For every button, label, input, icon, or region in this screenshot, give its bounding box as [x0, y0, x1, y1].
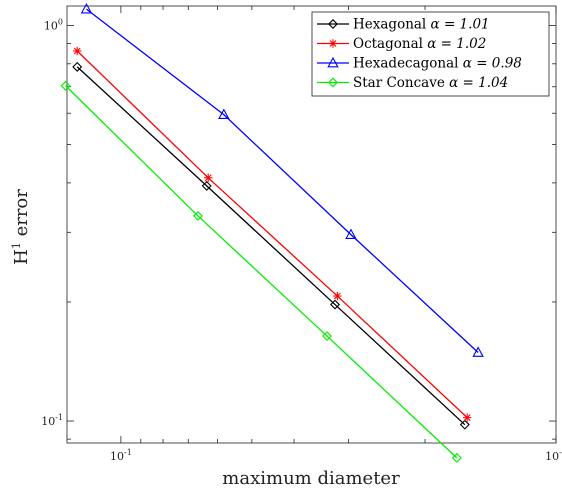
legend-entry: Hexagonal α = 1.01: [317, 17, 490, 33]
series-star-concave: [60, 80, 462, 463]
data-point: [218, 108, 230, 120]
asterisk-stroke: [204, 174, 212, 182]
tick-base: 10: [44, 19, 58, 32]
legend-alpha: α = 1.04: [449, 75, 508, 91]
data-point: [462, 413, 472, 422]
legend-label: Star Concave α = 1.04: [353, 75, 508, 91]
tick-base: 10: [545, 450, 559, 463]
data-point: [330, 299, 341, 310]
data-point: [80, 2, 93, 14]
tick-exponent: 0: [58, 17, 63, 26]
series-hexagonal: [72, 61, 470, 430]
legend-name: Star Concave: [353, 75, 449, 91]
data-point: [201, 180, 212, 191]
legend-entry: Star Concave α = 1.04: [317, 75, 508, 91]
y-tick-label: 10-1: [41, 413, 63, 428]
legend-alpha: α = 0.98: [463, 56, 522, 72]
asterisk-stroke: [329, 40, 337, 47]
legend-marker: [328, 39, 338, 48]
x-tick-label: 10-2: [545, 448, 562, 463]
asterisk-stroke: [463, 414, 471, 422]
tick-exponent: -2: [559, 448, 562, 457]
tick-base: 10: [41, 415, 55, 428]
data-point: [203, 173, 213, 183]
legend-entry: Octagonal α = 1.02: [317, 36, 486, 52]
data-point: [451, 452, 462, 463]
tick-base: 10: [110, 450, 124, 463]
asterisk-stroke: [333, 292, 341, 300]
ylabel-part: H: [11, 249, 32, 265]
legend-marker: [327, 56, 339, 68]
legend-label: Hexagonal α = 1.01: [353, 17, 490, 33]
asterisk-stroke: [73, 47, 81, 55]
series-line: [65, 85, 458, 459]
data-point: [322, 331, 332, 342]
legend-name: Hexadecagonal: [353, 56, 463, 72]
data-point: [60, 80, 71, 91]
y-axis-label: H1 error: [10, 189, 32, 265]
x-axis-label: maximum diameter: [222, 468, 400, 488]
legend-entry: Hexadecagonal α = 0.98: [317, 56, 522, 72]
series-octagonal: [73, 46, 472, 422]
legend-alpha: α = 1.02: [427, 36, 486, 52]
legend-marker: [328, 19, 338, 29]
series-line: [76, 66, 466, 426]
legend-box: [311, 11, 550, 97]
legend-label: Octagonal α = 1.02: [353, 36, 486, 52]
x-tick-label: 10-1: [110, 448, 132, 463]
series-hexadecagonal: [80, 2, 484, 357]
tick-exponent: -1: [55, 413, 63, 422]
legend-alpha: α = 1.01: [431, 17, 490, 33]
series-line: [86, 8, 479, 354]
ylabel-part: error: [11, 189, 32, 242]
legend-name: Octagonal: [353, 36, 427, 52]
ylabel-superscript: 1: [10, 242, 23, 249]
legend-name: Hexagonal: [353, 17, 431, 33]
data-point: [333, 291, 342, 301]
data-point: [345, 228, 357, 239]
legend-label: Hexadecagonal α = 0.98: [353, 56, 522, 72]
series-line: [76, 50, 468, 419]
data-point: [472, 346, 484, 357]
y-tick-label: 100: [44, 17, 63, 32]
data-point: [73, 46, 82, 56]
data-point: [72, 61, 83, 72]
legend-marker: [328, 77, 338, 88]
data-point: [193, 210, 203, 221]
tick-exponent: -1: [124, 448, 132, 457]
series-layer: [60, 2, 484, 463]
data-point: [459, 419, 470, 430]
